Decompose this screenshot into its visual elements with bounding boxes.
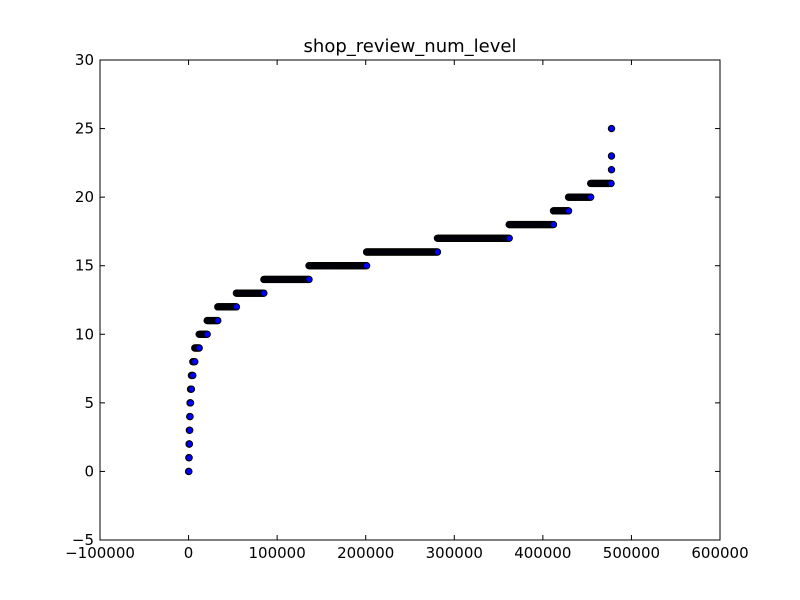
x-tick-labels: −100000 0 100000 200000 300000 400000 500000 60… <box>65 544 749 562</box>
x-tick-label: 200000 <box>337 544 394 562</box>
data-point <box>185 467 193 476</box>
x-tick-label: 600000 <box>691 544 748 562</box>
plot-frame <box>99 59 721 541</box>
data-point <box>607 124 616 133</box>
data-point <box>232 303 241 311</box>
data-point <box>607 166 616 174</box>
data-point <box>203 330 211 338</box>
axis-ticks <box>99 59 721 541</box>
x-tick-label: 100000 <box>249 544 306 562</box>
y-tick-label: 30 <box>75 51 94 69</box>
data-point <box>214 316 222 325</box>
x-tick-label: −100000 <box>65 544 135 562</box>
y-tick-label: 15 <box>75 257 94 275</box>
y-tick-labels: −5 0 5 10 15 20 25 30 <box>72 51 94 549</box>
data-point <box>185 440 194 448</box>
data-point <box>505 234 513 242</box>
data-point <box>186 412 194 421</box>
x-tick-label: 0 <box>184 544 194 562</box>
data-point <box>305 275 313 284</box>
data-point <box>186 399 195 407</box>
x-tick-label: 400000 <box>514 544 571 562</box>
y-tick-label: 25 <box>75 120 94 138</box>
data-point <box>185 454 193 462</box>
data-point <box>191 358 199 366</box>
data-point <box>187 385 196 393</box>
data-point <box>607 179 615 188</box>
data-point <box>260 289 268 297</box>
data-point <box>607 152 616 160</box>
x-tick-label: 300000 <box>426 544 483 562</box>
y-tick-label: −5 <box>72 531 94 549</box>
data-point <box>362 262 371 270</box>
chart-title: shop_review_num_level <box>304 36 517 57</box>
y-tick-label: 0 <box>84 462 94 480</box>
x-tick-label: 500000 <box>603 544 660 562</box>
data-point <box>549 220 558 229</box>
y-tick-label: 20 <box>75 188 94 206</box>
data-point <box>433 248 442 256</box>
y-tick-label: 5 <box>84 394 94 412</box>
data-point <box>586 193 595 201</box>
data-point <box>195 344 203 352</box>
data-point <box>186 426 194 434</box>
data-point <box>564 207 573 215</box>
scatter-points <box>184 124 616 476</box>
y-tick-label: 10 <box>75 325 94 343</box>
data-point <box>189 371 197 380</box>
